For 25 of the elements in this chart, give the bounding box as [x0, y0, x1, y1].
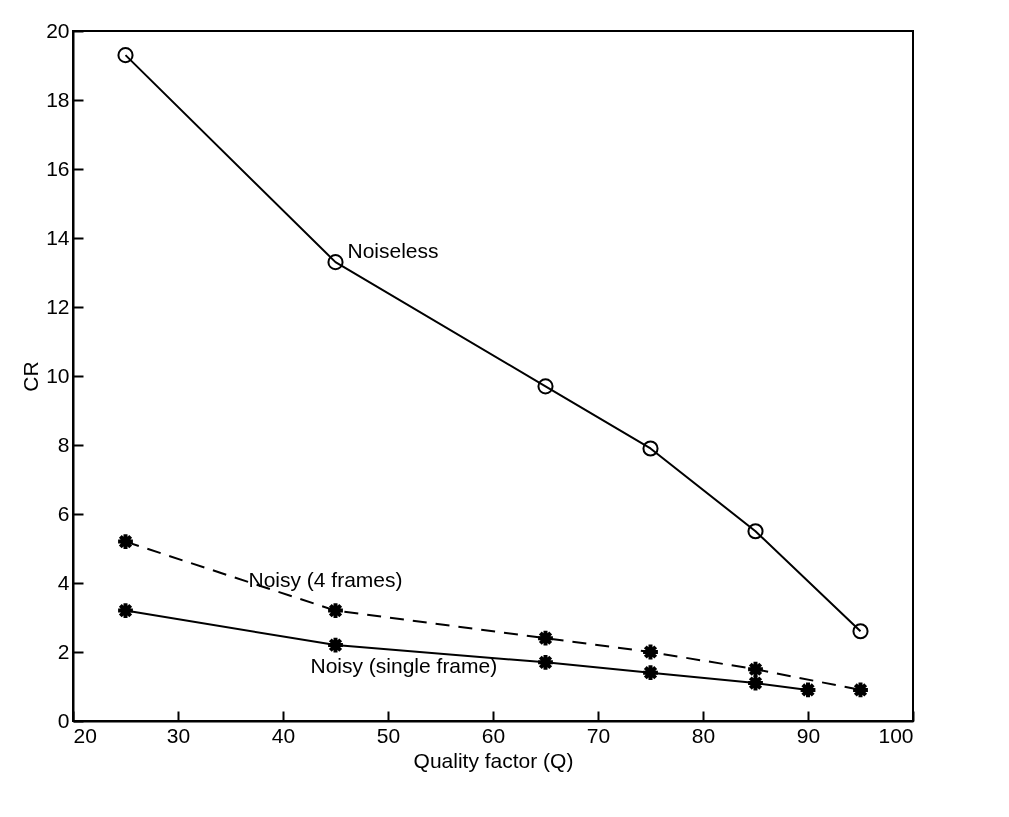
y-tick-label: 2: [57, 639, 70, 663]
y-tick-label: 10: [46, 363, 70, 387]
y-tick-label: 16: [46, 156, 70, 180]
series-label: Noisy (single frame): [310, 654, 498, 678]
y-tick-label: 4: [57, 570, 70, 594]
y-tick-label: 20: [46, 18, 70, 42]
series-label: Noisy (4 frames): [248, 567, 403, 591]
y-tick-label: 14: [46, 225, 70, 249]
x-tick-label: 80: [691, 723, 716, 747]
y-tick-label: 6: [57, 501, 70, 525]
x-tick-label: 70: [586, 723, 611, 747]
series-label: Noiseless: [347, 239, 439, 263]
y-tick-label: 0: [57, 708, 70, 732]
x-tick-label: 50: [376, 723, 401, 747]
y-tick-label: 8: [57, 432, 70, 456]
y-axis-title: CR: [19, 361, 43, 392]
x-tick-label: 30: [166, 723, 191, 747]
y-tick-label: 18: [46, 87, 70, 111]
x-tick-label: 60: [481, 723, 506, 747]
x-axis-title: Quality factor (Q): [413, 748, 574, 772]
x-tick-label: 90: [796, 723, 821, 747]
x-tick-label: 100: [878, 723, 914, 747]
x-tick-label: 20: [73, 723, 97, 747]
x-tick-label: 40: [271, 723, 296, 747]
y-tick-label: 12: [46, 294, 70, 318]
